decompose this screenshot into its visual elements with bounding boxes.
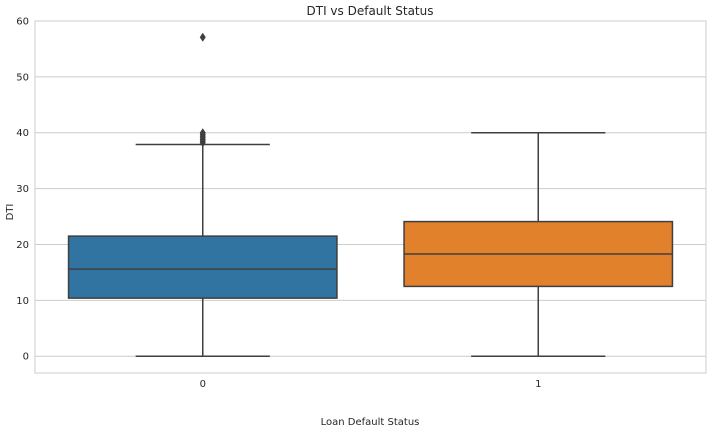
y-axis-label: DTI — [5, 204, 16, 221]
chart-title: DTI vs Default Status — [307, 4, 434, 18]
y-tick-label: 60 — [16, 17, 29, 28]
outlier-point — [199, 128, 206, 138]
y-tick-label: 20 — [16, 240, 29, 251]
x-tick-label: 0 — [200, 379, 206, 390]
y-tick-label: 40 — [16, 128, 29, 139]
tick-labels: 0 10 20 30 40 50 60 0 1 — [16, 17, 541, 391]
x-tick-label: 1 — [535, 379, 541, 390]
y-tick-label: 10 — [16, 296, 29, 307]
y-tick-label: 50 — [16, 72, 29, 83]
box-plots — [67, 32, 674, 357]
box-iqr — [67, 235, 338, 299]
y-tick-label: 30 — [16, 184, 29, 195]
outlier-point — [199, 32, 206, 42]
y-tick-label: 0 — [23, 352, 29, 363]
x-axis-label: Loan Default Status — [321, 417, 420, 428]
plot-area — [34, 20, 707, 374]
